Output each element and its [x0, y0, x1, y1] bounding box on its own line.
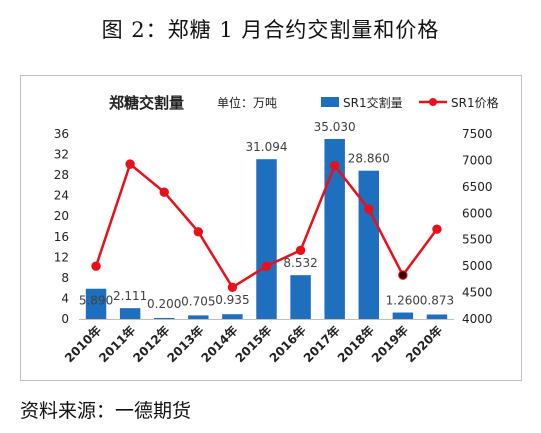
bar-sr1-delivery — [290, 275, 311, 319]
line-point-sr1-price — [295, 245, 306, 255]
x-tick-label: 2016年 — [266, 323, 309, 366]
line-point-sr1-price — [364, 204, 374, 214]
bar-sr1-delivery — [358, 170, 379, 319]
y-right-tick-label: 5500 — [462, 233, 493, 247]
x-tick-label: 2014年 — [198, 323, 241, 366]
bar-data-label: 31.094 — [246, 140, 288, 154]
bar-data-label: 0.873 — [420, 294, 454, 308]
legend-label-bar: SR1交割量 — [343, 95, 403, 110]
x-tick-label: 2015年 — [232, 323, 275, 366]
y-left-tick-label: 28 — [54, 168, 69, 182]
y-right-tick-label: 4500 — [462, 286, 493, 300]
bar-data-label: 0.935 — [215, 293, 249, 307]
line-point-sr1-price — [125, 159, 135, 169]
x-tick-label: 2010年 — [61, 323, 104, 366]
bar-sr1-delivery — [222, 314, 243, 319]
bar-data-label: 0.200 — [147, 297, 181, 311]
y-left-tick-label: 12 — [54, 250, 69, 264]
x-tick-label: 2019年 — [368, 323, 411, 366]
chart: 郑糖交割量 单位：万吨 SR1交割量 SR1价格 0 4 8 12 16 20 24 28 32 3… — [54, 94, 499, 366]
bar-data-label: 0.705 — [181, 294, 215, 308]
x-tick-label: 2020年 — [402, 323, 445, 366]
figure-title: 图 2：郑糖 1 月合约交割量和价格 — [101, 18, 440, 42]
x-tick-label: 2018年 — [334, 323, 377, 366]
bar-sr1-delivery — [324, 138, 345, 319]
x-tick-label: 2017年 — [300, 323, 343, 366]
chart-title: 郑糖交割量 — [109, 94, 184, 112]
y-right-tick-label: 5000 — [462, 259, 493, 273]
y-right-tick-label: 6000 — [462, 206, 493, 220]
bar-data-label: 28.860 — [348, 152, 390, 166]
line-point-sr1-price — [227, 282, 238, 292]
source-note: 资料来源：一德期货 — [20, 400, 192, 422]
y-left-tick-label: 4 — [61, 291, 69, 305]
y-right-tick-label: 7500 — [462, 127, 493, 141]
line-point-sr1-price — [193, 227, 204, 237]
bar-sr1-delivery — [392, 312, 414, 319]
line-point-sr1-price — [159, 187, 169, 197]
y-left-tick-label: 0 — [61, 312, 69, 326]
x-tick-label: 2011年 — [96, 323, 139, 366]
bar-sr1-delivery — [85, 288, 107, 319]
y-left-tick-label: 8 — [61, 271, 69, 285]
legend-swatch-bar — [321, 97, 339, 107]
y-right-tick-label: 7000 — [462, 153, 493, 167]
y-left-tick-label: 16 — [54, 230, 69, 244]
bar-data-label: 5.890 — [79, 294, 113, 308]
chart-subtitle: 单位：万吨 — [217, 95, 277, 110]
chart-container: 郑糖交割量 单位：万吨 SR1交割量 SR1价格 0 4 8 12 16 20 24 28 32 3… — [20, 75, 522, 381]
bar-sr1-delivery — [119, 308, 141, 319]
line-point-sr1-price — [91, 261, 101, 271]
legend-marker-line — [429, 98, 437, 106]
line-point-sr1-price — [261, 261, 272, 271]
bar-sr1-delivery — [256, 159, 277, 319]
y-left-tick-label: 32 — [54, 148, 69, 162]
line-point-sr1-price — [329, 161, 340, 171]
x-tick-label: 2012年 — [130, 323, 173, 366]
bar-data-label: 8.532 — [283, 256, 317, 270]
bar-data-label: 2.111 — [113, 289, 147, 303]
y-left-tick-label: 20 — [54, 209, 69, 223]
y-right-tick-label: 6500 — [462, 180, 493, 194]
bar-data-label: 1.260 — [386, 294, 420, 308]
line-point-sr1-price — [398, 270, 408, 280]
y-left-tick-label: 36 — [54, 127, 69, 141]
legend-label-line: SR1价格 — [451, 95, 499, 110]
x-tick-label: 2013年 — [164, 323, 207, 366]
bar-data-label: 35.030 — [314, 120, 356, 134]
bar-sr1-delivery — [154, 317, 175, 319]
bar-sr1-delivery — [426, 314, 448, 319]
line-point-sr1-price — [432, 224, 442, 234]
legend: SR1交割量 SR1价格 — [321, 95, 499, 110]
y-left-tick-label: 24 — [54, 189, 69, 203]
bar-sr1-delivery — [188, 315, 209, 319]
y-right-tick-label: 4000 — [462, 312, 493, 326]
